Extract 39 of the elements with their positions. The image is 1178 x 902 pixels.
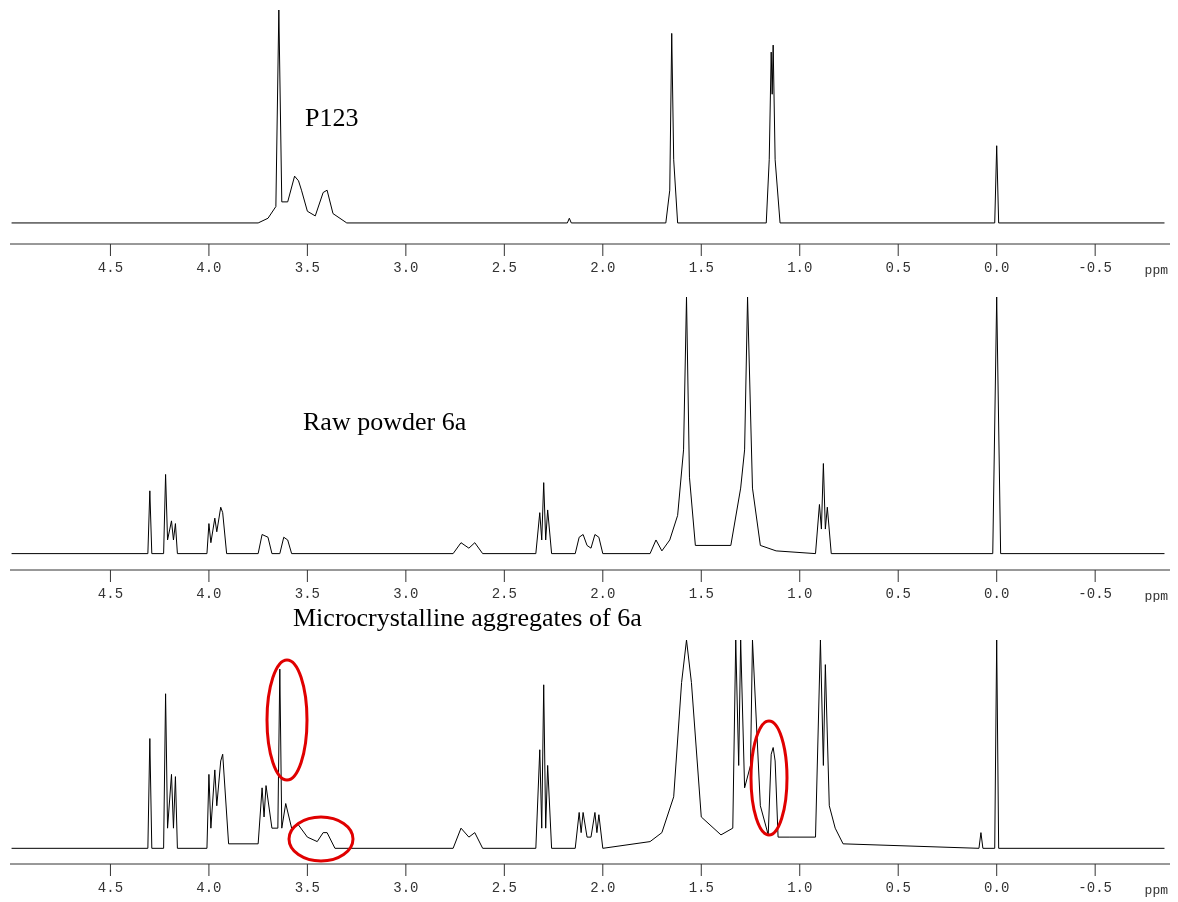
x-tick-label: 4.0 bbox=[196, 586, 222, 602]
x-axis-title: ppm bbox=[1144, 883, 1169, 898]
x-tick-label: 3.0 bbox=[393, 586, 419, 602]
x-tick-label: 4.5 bbox=[97, 260, 124, 276]
x-tick-label: 3.0 bbox=[393, 260, 419, 276]
x-tick-label: 0.0 bbox=[984, 260, 1010, 276]
x-tick-label: 0.5 bbox=[885, 260, 911, 276]
x-tick-label: 0.0 bbox=[984, 880, 1010, 896]
x-tick-label: 3.0 bbox=[393, 880, 419, 896]
x-tick-label: -0.5 bbox=[1078, 880, 1112, 896]
x-tick-label: 4.5 bbox=[97, 586, 124, 602]
x-tick-label: 0.0 bbox=[984, 586, 1010, 602]
x-tick-label: 0.5 bbox=[885, 880, 911, 896]
x-tick-label: 3.5 bbox=[294, 260, 320, 276]
text: Raw powder 6a bbox=[303, 407, 467, 436]
x-tick-label: 1.0 bbox=[787, 586, 813, 602]
x-tick-label: 4.5 bbox=[97, 880, 124, 896]
x-tick-label: -0.5 bbox=[1078, 260, 1112, 276]
x-axis-title: ppm bbox=[1144, 263, 1169, 278]
text: P123 bbox=[305, 103, 359, 132]
x-tick-label: 2.5 bbox=[491, 260, 517, 276]
x-tick-label: 0.5 bbox=[885, 586, 911, 602]
x-tick-label: 1.0 bbox=[787, 260, 813, 276]
x-tick-label: 2.0 bbox=[590, 586, 616, 602]
x-tick-label: 2.0 bbox=[590, 260, 616, 276]
x-tick-label: 1.5 bbox=[688, 880, 714, 896]
x-tick-label: 1.5 bbox=[688, 586, 714, 602]
x-tick-label: 4.0 bbox=[196, 260, 222, 276]
x-tick-label: 2.0 bbox=[590, 880, 616, 896]
x-tick-label: 1.0 bbox=[787, 880, 813, 896]
x-tick-label: 4.0 bbox=[196, 880, 222, 896]
x-tick-label: 3.5 bbox=[294, 586, 320, 602]
x-tick-label: -0.5 bbox=[1078, 586, 1112, 602]
x-axis-title: ppm bbox=[1144, 589, 1169, 604]
x-tick-label: 2.5 bbox=[491, 880, 517, 896]
x-tick-label: 3.5 bbox=[294, 880, 320, 896]
x-tick-label: 2.5 bbox=[491, 586, 517, 602]
x-tick-label: 1.5 bbox=[688, 260, 714, 276]
chart-title: Microcrystalline aggregates of 6a bbox=[293, 603, 643, 632]
